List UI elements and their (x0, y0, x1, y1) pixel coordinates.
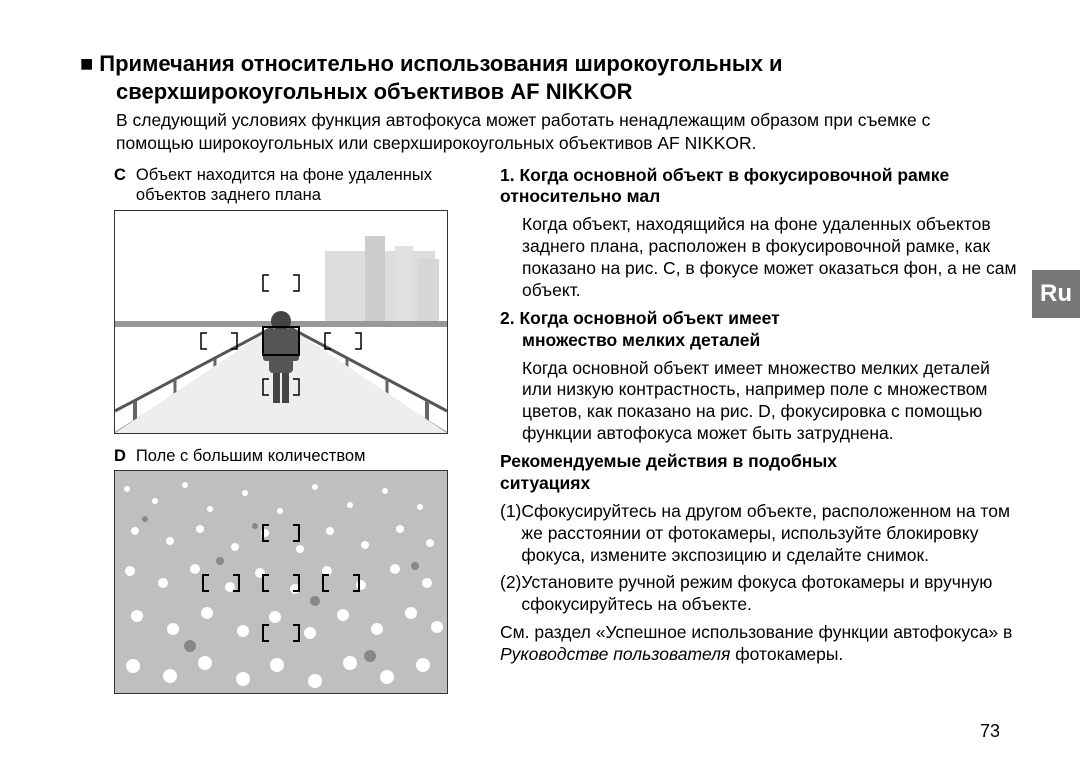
recommendation-1: (1) Сфокусируйтесь на другом объекте, ра… (500, 501, 1020, 567)
footnote-a: См. раздел «Успешное использование функц… (500, 622, 1012, 642)
figure-d-caption: D Поле с большим количеством (114, 446, 482, 467)
footnote: См. раздел «Успешное использование функц… (500, 622, 1020, 666)
rec-title-l1: Рекомендуемые действия в подобных (500, 451, 837, 471)
figure-d-svg (115, 471, 447, 693)
figure-c-letter: C (114, 165, 126, 186)
heading-bullet: ■ (80, 50, 93, 78)
manual-page: ■Примечания относительно использования ш… (0, 0, 1080, 766)
recommendations-title: Рекомендуемые действия в подобных ситуац… (500, 451, 1020, 495)
figure-d-text: Поле с большим количеством (136, 446, 366, 467)
section-2-body: Когда основной объект имеет множество ме… (522, 358, 1020, 446)
right-column: 1. Когда основной объект в фокусировочно… (500, 165, 1020, 707)
figure-d-letter: D (114, 446, 126, 467)
figure-c-text: Объект находится на фоне удаленных объек… (136, 165, 482, 206)
figure-d-image (114, 470, 448, 694)
page-number: 73 (980, 721, 1000, 742)
section-2-title: 2. Когда основной объект имеет множество… (500, 308, 1020, 352)
section-heading: ■Примечания относительно использования ш… (80, 50, 1010, 105)
rec-title-l2: ситуациях (500, 473, 590, 493)
intro-paragraph: В следующий условиях функция автофокуса … (116, 109, 1010, 155)
footnote-italic: Руководстве пользователя (500, 644, 730, 664)
footnote-b: фотокамеры. (730, 644, 843, 664)
section-1-title: 1. Когда основной объект в фокусировочно… (500, 165, 1020, 209)
rec-1-text: Сфокусируйтесь на другом объекте, распол… (521, 501, 1020, 567)
left-column: C Объект находится на фоне удаленных объ… (80, 165, 500, 707)
figure-c-caption: C Объект находится на фоне удаленных объ… (114, 165, 482, 206)
content-columns: C Объект находится на фоне удаленных объ… (80, 165, 1010, 707)
section-1-body: Когда объект, находящийся на фоне удален… (522, 214, 1020, 302)
section-2-title-l1: 2. Когда основной объект имеет (500, 308, 780, 328)
figure-c-svg (115, 211, 447, 433)
language-tab: Ru (1032, 270, 1080, 318)
figure-c-image (114, 210, 448, 434)
recommendation-2: (2) Установите ручной режим фокуса фоток… (500, 572, 1020, 616)
heading-line-1: Примечания относительно использования ши… (99, 51, 782, 76)
rec-2-text: Установите ручной режим фокуса фотокамер… (521, 572, 1020, 616)
rec-2-num: (2) (500, 572, 521, 616)
heading-line-2: сверхширокоугольных объективов AF NIKKOR (116, 78, 1010, 106)
section-2-title-l2: множество мелких деталей (522, 330, 1020, 352)
rec-1-num: (1) (500, 501, 521, 567)
